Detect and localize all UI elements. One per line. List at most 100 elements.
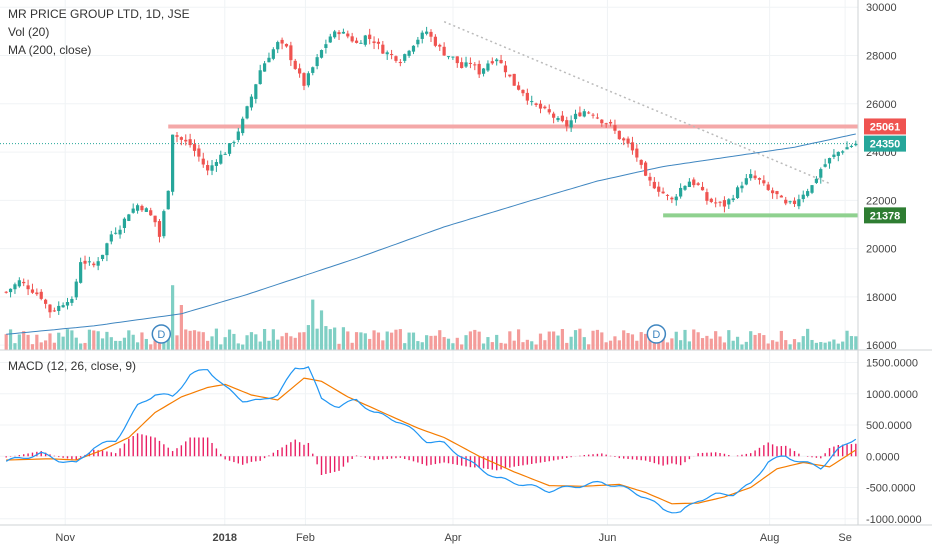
- candle-body: [534, 103, 538, 105]
- candle-body: [657, 186, 661, 192]
- volume-bar: [683, 329, 687, 350]
- volume-bar: [324, 326, 328, 350]
- volume-bars: [4, 285, 858, 350]
- candle-body: [674, 196, 678, 201]
- candle-body: [153, 215, 157, 223]
- volume-bar: [705, 335, 709, 350]
- volume-bar: [757, 333, 762, 350]
- candle-body: [455, 56, 459, 64]
- candle-body: [451, 56, 455, 58]
- candle-body: [687, 181, 691, 188]
- macd-tick-label: -1000.0000: [866, 514, 922, 526]
- candle-body: [604, 123, 608, 125]
- volume-bar: [512, 340, 516, 350]
- candle-body: [503, 65, 508, 73]
- volume-bar: [578, 328, 582, 350]
- volume-bar: [319, 310, 324, 350]
- macd-panel: [0, 349, 932, 514]
- volume-bar: [232, 333, 236, 350]
- candle-body: [490, 61, 494, 64]
- candle-body: [276, 42, 280, 50]
- volume-bar: [543, 340, 547, 350]
- candle-body: [35, 292, 39, 295]
- candle-body: [508, 74, 512, 77]
- volume-bar: [197, 331, 201, 350]
- volume-bar: [398, 329, 402, 350]
- volume-bar: [74, 337, 78, 350]
- legend-ma[interactable]: MA (200, close): [8, 43, 92, 57]
- candle-body: [354, 40, 359, 43]
- volume-bar: [245, 335, 249, 350]
- volume-bar: [328, 329, 332, 350]
- candle-body: [127, 214, 131, 221]
- volume-bar: [109, 337, 113, 350]
- volume-bar: [587, 344, 591, 350]
- candle-body: [39, 291, 43, 299]
- volume-bar: [354, 332, 359, 350]
- candle-body: [131, 208, 135, 213]
- volume-bar: [385, 331, 389, 350]
- time-tick-label: Feb: [296, 532, 315, 544]
- candle-body: [144, 208, 148, 212]
- candle-body: [227, 143, 232, 154]
- candle-body: [827, 158, 832, 164]
- candle-body: [468, 62, 473, 64]
- candle-body: [643, 162, 648, 176]
- volume-bar: [276, 339, 280, 350]
- candle-body: [792, 200, 797, 205]
- legend-volume[interactable]: Vol (20): [8, 25, 50, 39]
- candle-body: [779, 195, 783, 198]
- candle-body: [608, 121, 613, 124]
- candle-body: [271, 49, 275, 59]
- volume-bar: [827, 341, 832, 350]
- volume-bar: [70, 330, 74, 350]
- volume-bar: [613, 336, 617, 350]
- candle-body: [788, 201, 792, 203]
- volume-bar: [311, 299, 315, 350]
- candle-body: [280, 39, 284, 44]
- volume-bar: [87, 329, 91, 350]
- candle-body: [333, 31, 337, 38]
- volume-bar: [608, 340, 613, 350]
- volume-bar: [464, 335, 468, 350]
- candle-body: [661, 191, 665, 194]
- volume-bar: [57, 332, 61, 350]
- volume-bar: [114, 340, 118, 350]
- candle-body: [214, 162, 219, 166]
- candle-body: [819, 169, 823, 178]
- volume-bar: [722, 342, 727, 350]
- candle-body: [350, 36, 354, 42]
- legend-symbol[interactable]: MR PRICE GROUP LTD, 1D, JSE: [8, 7, 190, 21]
- volume-bar: [407, 332, 411, 350]
- candle-body: [389, 54, 394, 56]
- ma-line: [6, 133, 856, 335]
- volume-bar: [845, 330, 849, 350]
- price-tag-resistance: 25061: [864, 118, 906, 135]
- candle-body: [179, 137, 183, 140]
- candle-body: [249, 96, 254, 108]
- candle-body: [328, 36, 332, 43]
- price-tag-support: 21378: [864, 207, 906, 224]
- volume-bar: [731, 340, 735, 350]
- candle-body: [722, 200, 727, 207]
- macd-tick-label: 500.0000: [866, 420, 912, 432]
- volume-bar: [171, 285, 175, 350]
- candle-body: [543, 106, 547, 109]
- dividend-marker: [646, 324, 667, 344]
- volume-bar: [468, 331, 473, 350]
- volume-bar: [565, 342, 569, 350]
- candle-body: [696, 183, 700, 185]
- candle-body: [30, 289, 35, 293]
- volume-bar: [206, 340, 210, 350]
- volume-bar: [538, 333, 543, 350]
- price-tag-text: 24350: [870, 139, 901, 151]
- volume-bar: [315, 328, 319, 350]
- candle-body: [622, 138, 626, 141]
- candle-body: [486, 63, 490, 71]
- volume-bar: [376, 332, 381, 350]
- macd-legend[interactable]: MACD (12, 26, close, 9): [8, 359, 137, 373]
- candle-body: [521, 89, 525, 94]
